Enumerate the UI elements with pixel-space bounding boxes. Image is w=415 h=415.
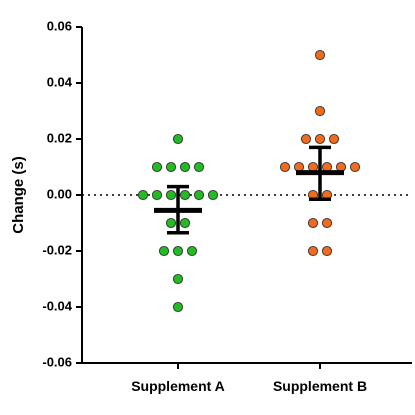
x-ticks: Supplement A Supplement B <box>131 363 367 394</box>
data-point <box>158 245 170 257</box>
y-tick-label: -0.06 <box>42 354 72 369</box>
data-point <box>165 189 177 201</box>
data-point <box>165 217 177 229</box>
y-axis-title: Change (s) <box>10 156 27 234</box>
data-point <box>172 133 184 145</box>
y-axis-title-group: Change (s) <box>10 156 27 234</box>
data-point <box>172 273 184 285</box>
x-tick-label: Supplement A <box>131 378 225 394</box>
data-point <box>151 189 163 201</box>
error-bars <box>154 145 344 235</box>
y-ticks: -0.06 -0.04 -0.02 0.00 0.02 0.04 0.06 <box>42 18 82 369</box>
data-point <box>314 105 326 117</box>
x-tick-label: Supplement B <box>273 378 367 394</box>
data-point <box>179 189 191 201</box>
data-point <box>328 133 340 145</box>
y-tick-label: -0.02 <box>42 242 72 257</box>
y-tick-label: -0.04 <box>42 298 72 313</box>
data-point <box>307 217 319 229</box>
data-point <box>137 189 149 201</box>
data-point <box>314 133 326 145</box>
data-point <box>172 245 184 257</box>
data-points <box>137 49 361 313</box>
data-point <box>321 217 333 229</box>
data-point <box>300 133 312 145</box>
y-tick-label: 0.06 <box>47 18 72 33</box>
data-point <box>151 161 163 173</box>
data-point <box>179 161 191 173</box>
data-point <box>186 245 198 257</box>
data-point <box>165 161 177 173</box>
data-point <box>349 161 361 173</box>
data-point <box>207 189 219 201</box>
data-point <box>279 161 291 173</box>
data-point <box>179 217 191 229</box>
data-point <box>321 245 333 257</box>
y-tick-label: 0.02 <box>47 130 72 145</box>
data-point <box>193 189 205 201</box>
data-point <box>172 301 184 313</box>
y-tick-label: 0.00 <box>47 186 72 201</box>
data-point <box>307 245 319 257</box>
data-point <box>193 161 205 173</box>
data-point <box>314 49 326 61</box>
y-tick-label: 0.04 <box>47 74 73 89</box>
